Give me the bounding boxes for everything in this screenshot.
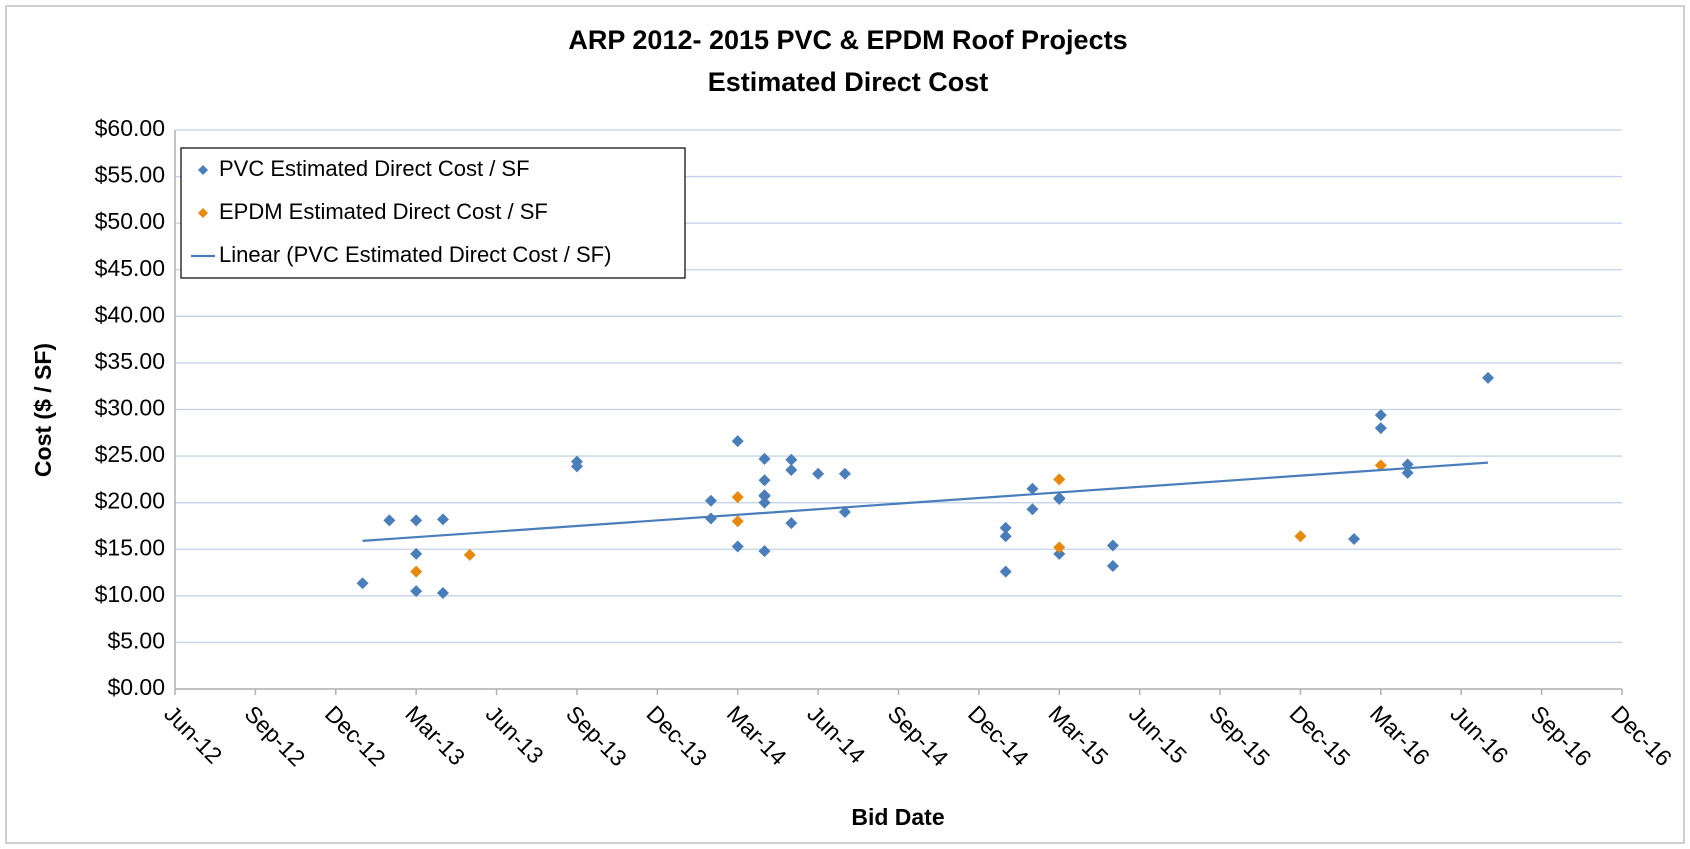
point: [570, 460, 583, 473]
point: [436, 587, 449, 600]
y-tick-label: $50.00: [95, 208, 165, 234]
point: [731, 491, 744, 504]
point: [1053, 547, 1066, 560]
legend-box: [180, 147, 686, 279]
point: [1026, 503, 1039, 516]
point: [410, 585, 423, 598]
point: [785, 464, 798, 477]
y-tick-label: $55.00: [95, 162, 165, 188]
y-tick-label: $15.00: [95, 534, 165, 560]
point: [410, 547, 423, 560]
point: [999, 565, 1012, 578]
point: [410, 514, 423, 527]
point: [1053, 492, 1066, 505]
legend-swatch: [198, 165, 208, 175]
point: [383, 514, 396, 527]
point: [1106, 539, 1119, 552]
chart-title: ARP 2012- 2015 PVC & EPDM Roof Projects: [568, 25, 1127, 55]
point: [1294, 530, 1307, 543]
point: [785, 517, 798, 530]
point: [758, 490, 771, 503]
chart-frame: [5, 5, 1685, 844]
y-tick-label: $0.00: [107, 674, 165, 700]
point: [1053, 473, 1066, 486]
y-tick-label: $25.00: [95, 441, 165, 467]
point: [758, 474, 771, 487]
point: [758, 452, 771, 465]
y-tick-label: $45.00: [95, 255, 165, 281]
point: [436, 513, 449, 526]
y-tick-label: $40.00: [95, 301, 165, 327]
point: [785, 453, 798, 466]
legend-label: EPDM Estimated Direct Cost / SF: [219, 199, 548, 224]
y-axis-title: Cost ($ / SF): [30, 343, 56, 477]
point: [731, 435, 744, 448]
point: [731, 540, 744, 553]
point: [356, 577, 369, 590]
x-axis-title: Bid Date: [851, 804, 944, 830]
point: [1348, 533, 1361, 546]
y-tick-label: $60.00: [95, 115, 165, 141]
chart-subtitle: Estimated Direct Cost: [708, 67, 989, 97]
point: [1401, 466, 1414, 479]
point: [838, 505, 851, 518]
legend-label: PVC Estimated Direct Cost / SF: [219, 156, 530, 181]
point: [731, 515, 744, 528]
point: [1482, 371, 1495, 384]
y-tick-label: $30.00: [95, 395, 165, 421]
legend-swatch: [198, 208, 208, 218]
point: [812, 467, 825, 480]
point: [999, 521, 1012, 534]
point: [1374, 422, 1387, 435]
point: [410, 565, 423, 578]
point: [758, 545, 771, 558]
y-tick-label: $35.00: [95, 348, 165, 374]
point: [463, 548, 476, 561]
point: [1374, 459, 1387, 472]
point: [1026, 482, 1039, 495]
y-tick-label: $20.00: [95, 488, 165, 514]
trend-line: [362, 461, 1489, 542]
point: [999, 530, 1012, 543]
point: [838, 467, 851, 480]
point: [1374, 409, 1387, 422]
legend-label: Linear (PVC Estimated Direct Cost / SF): [219, 242, 611, 267]
legend: PVC Estimated Direct Cost / SF EPDM Estim…: [180, 147, 686, 279]
point: [704, 494, 717, 507]
y-tick-label: $5.00: [107, 627, 165, 653]
point: [1053, 541, 1066, 554]
y-tick-label: $10.00: [95, 581, 165, 607]
point: [758, 496, 771, 509]
point: [1106, 560, 1119, 573]
